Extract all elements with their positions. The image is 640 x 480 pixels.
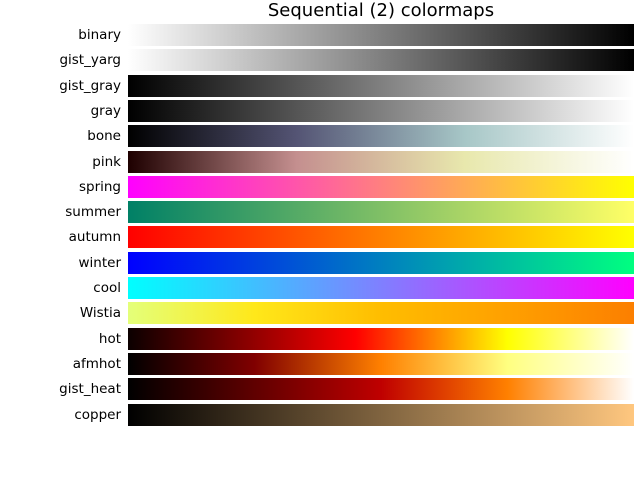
- colormap-row: pink: [0, 150, 640, 173]
- colormap-label: pink: [92, 153, 121, 170]
- colormap-label: bone: [87, 128, 121, 145]
- colormap-row: cool: [0, 277, 640, 299]
- colormap-label: gray: [90, 102, 121, 119]
- colormap-gradient-bar: [128, 251, 634, 274]
- colormap-gradient-bar: [128, 302, 634, 325]
- colormap-row: afmhot: [0, 352, 640, 375]
- colormap-gradient-bar: [128, 24, 634, 46]
- colormap-row: gist_gray: [0, 74, 640, 97]
- colormap-gradient-bar: [128, 277, 634, 299]
- colormap-label: spring: [78, 178, 121, 195]
- colormap-gradient-bar: [128, 201, 634, 224]
- colormap-gradient-bar: [128, 226, 634, 249]
- colormap-gradient-bar: [128, 74, 634, 97]
- colormap-gradient-bar: [128, 403, 634, 426]
- colormap-row: binary: [0, 24, 640, 46]
- colormap-label: binary: [78, 27, 121, 43]
- colormap-gradient-bar: [128, 378, 634, 401]
- chart-title: Sequential (2) colormaps: [267, 0, 495, 21]
- colormap-gradient-bar: [128, 175, 634, 198]
- colormap-row: copper: [0, 403, 640, 426]
- colormap-label: cool: [93, 280, 121, 296]
- colormap-row: gist_heat: [0, 378, 640, 401]
- colormap-label: gist_heat: [59, 381, 121, 398]
- colormap-row: autumn: [0, 226, 640, 249]
- colormap-label: hot: [98, 330, 121, 347]
- colormap-gradient-bar: [128, 150, 634, 173]
- colormap-row: spring: [0, 175, 640, 198]
- colormap-label: winter: [78, 254, 122, 271]
- colormap-row: Wistia: [0, 302, 640, 325]
- colormap-label: autumn: [68, 229, 121, 246]
- colormap-gradient-bar: [128, 327, 634, 350]
- colormap-label: gist_yarg: [59, 52, 121, 69]
- colormap-row: hot: [0, 327, 640, 350]
- colormap-row: winter: [0, 251, 640, 274]
- colormap-row: summer: [0, 201, 640, 224]
- colormap-gradient-bar: [128, 352, 634, 375]
- colormap-row: gist_yarg: [0, 49, 640, 72]
- colormap-gradient-bar: [128, 49, 634, 72]
- colormap-gradient-bar: [128, 99, 634, 122]
- colormap-label: afmhot: [72, 355, 121, 372]
- colormap-label: gist_gray: [59, 77, 121, 94]
- colormap-label: copper: [74, 406, 121, 423]
- colormap-gradient-bar: [128, 125, 634, 148]
- colormap-row: bone: [0, 125, 640, 148]
- colormap-label: Wistia: [79, 305, 121, 322]
- colormap-label: summer: [65, 204, 121, 221]
- colormap-row: gray: [0, 99, 640, 122]
